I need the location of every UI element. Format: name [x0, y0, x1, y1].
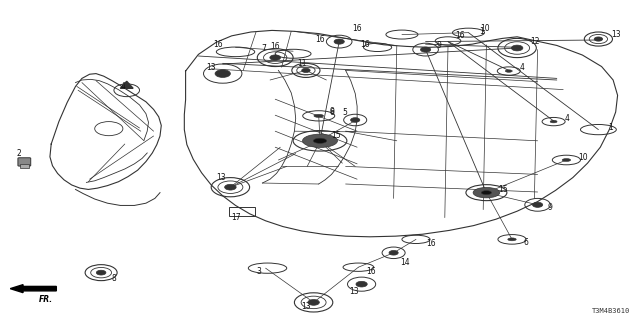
Text: 6: 6 — [524, 238, 529, 247]
Text: 9: 9 — [330, 107, 335, 116]
Text: 14: 14 — [400, 258, 410, 267]
Text: 13: 13 — [611, 30, 621, 39]
Text: 8: 8 — [112, 274, 116, 283]
Ellipse shape — [314, 114, 324, 117]
Ellipse shape — [550, 120, 557, 123]
Text: 7: 7 — [261, 44, 266, 53]
Ellipse shape — [562, 158, 571, 161]
Text: 9: 9 — [547, 204, 552, 212]
Text: 13: 13 — [216, 173, 226, 182]
Text: 16: 16 — [213, 40, 223, 49]
Text: 4: 4 — [564, 114, 570, 123]
Ellipse shape — [473, 188, 500, 198]
Text: 16: 16 — [271, 42, 280, 51]
Text: 16: 16 — [366, 268, 376, 276]
Ellipse shape — [481, 191, 492, 195]
Text: FR.: FR. — [39, 295, 53, 304]
Text: 15: 15 — [498, 185, 508, 194]
Ellipse shape — [506, 70, 512, 72]
Text: 13: 13 — [206, 63, 216, 72]
Text: 1: 1 — [608, 123, 612, 132]
Text: 3: 3 — [256, 268, 261, 276]
Text: 16: 16 — [426, 239, 436, 248]
Ellipse shape — [508, 238, 516, 241]
Text: 5: 5 — [342, 108, 348, 117]
Text: 4: 4 — [120, 82, 125, 91]
FancyArrow shape — [10, 285, 56, 292]
Text: 10: 10 — [480, 24, 490, 33]
Text: 16: 16 — [360, 40, 370, 49]
Bar — [229, 207, 255, 216]
Text: 11: 11 — [298, 60, 307, 68]
Text: 4: 4 — [520, 63, 525, 72]
FancyBboxPatch shape — [20, 164, 29, 168]
Text: 13: 13 — [301, 302, 310, 311]
Text: 16: 16 — [352, 24, 362, 33]
Text: 1: 1 — [479, 28, 483, 36]
Text: 2: 2 — [17, 149, 21, 158]
Text: 6: 6 — [330, 108, 335, 117]
Polygon shape — [120, 81, 133, 88]
Text: 13: 13 — [349, 287, 358, 296]
Text: T3M4B3610: T3M4B3610 — [592, 308, 630, 314]
Text: 17: 17 — [232, 213, 241, 222]
Ellipse shape — [303, 134, 337, 148]
Text: 12: 12 — [530, 37, 540, 46]
Text: 16: 16 — [456, 31, 465, 40]
FancyBboxPatch shape — [18, 158, 31, 166]
Ellipse shape — [314, 138, 327, 143]
Text: 9: 9 — [436, 41, 442, 50]
Text: 10: 10 — [578, 153, 588, 162]
Text: 16: 16 — [316, 35, 325, 44]
Text: 15: 15 — [332, 132, 341, 140]
